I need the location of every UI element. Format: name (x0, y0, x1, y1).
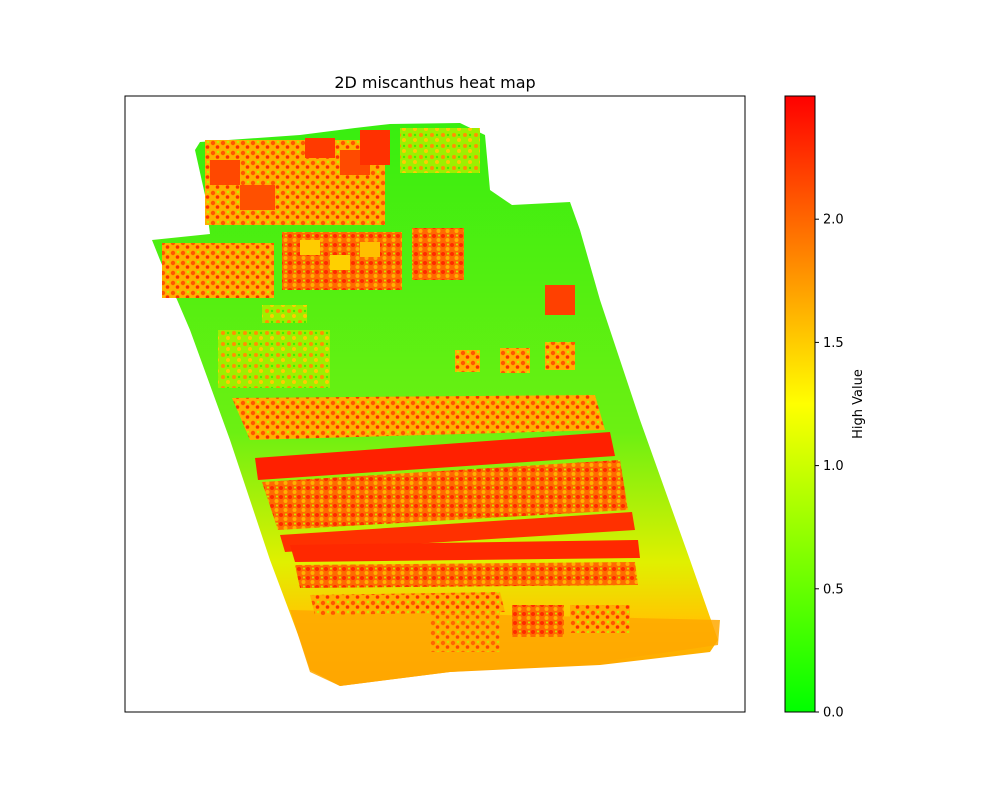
top-plot-red-1 (305, 138, 335, 158)
colorbar-ticks: 0.0 0.5 1.0 1.5 2.0 (815, 213, 844, 721)
band-red-2 (280, 512, 635, 552)
plot-bottom-1 (512, 605, 564, 637)
plot-mid-3 (545, 342, 575, 370)
band-area-upper (232, 395, 605, 440)
top-plot-red-4 (210, 160, 240, 185)
plot-checker-cell-1 (300, 240, 320, 255)
colorbar-tick-label: 2.0 (823, 213, 844, 228)
colorbar-tick-label: 0.5 (823, 582, 844, 597)
top-plot-red-3 (360, 130, 390, 165)
top-plot-green (400, 128, 480, 173)
colorbar-tick-label: 0.0 (823, 706, 844, 721)
plot-bottom-2 (570, 605, 630, 633)
plot-bottom-3 (430, 612, 500, 652)
bottom-warm-zone (290, 610, 720, 686)
band-speckle-1 (262, 460, 628, 530)
band-speckle-3 (310, 592, 505, 615)
colorbar: 0.0 0.5 1.0 1.5 2.0 High Value (784, 95, 866, 721)
colorbar-gradient (784, 95, 816, 713)
plot-checker-cell-2 (330, 255, 350, 270)
chart-title: 2D miscanthus heat map (334, 73, 535, 92)
plot-checker-cell-3 (360, 242, 380, 257)
heatmap-image (152, 123, 720, 686)
plot-mid-2 (500, 348, 530, 373)
plot-area (124, 95, 746, 713)
colorbar-tick-label: 1.0 (823, 459, 844, 474)
plot-mid-small (262, 305, 307, 323)
plot-red-strip (545, 285, 575, 315)
plot-mid-left (218, 330, 330, 388)
band-speckle-2 (295, 562, 638, 588)
band-red-1 (255, 432, 615, 480)
plot-mid-1 (455, 350, 480, 372)
top-plot-red-5 (240, 185, 275, 210)
band-red-3 (290, 540, 640, 562)
colorbar-label: High Value (851, 369, 866, 439)
colorbar-tick-label: 1.5 (823, 336, 844, 351)
plot-left-grid (162, 243, 274, 298)
plot-small-right (412, 228, 464, 280)
